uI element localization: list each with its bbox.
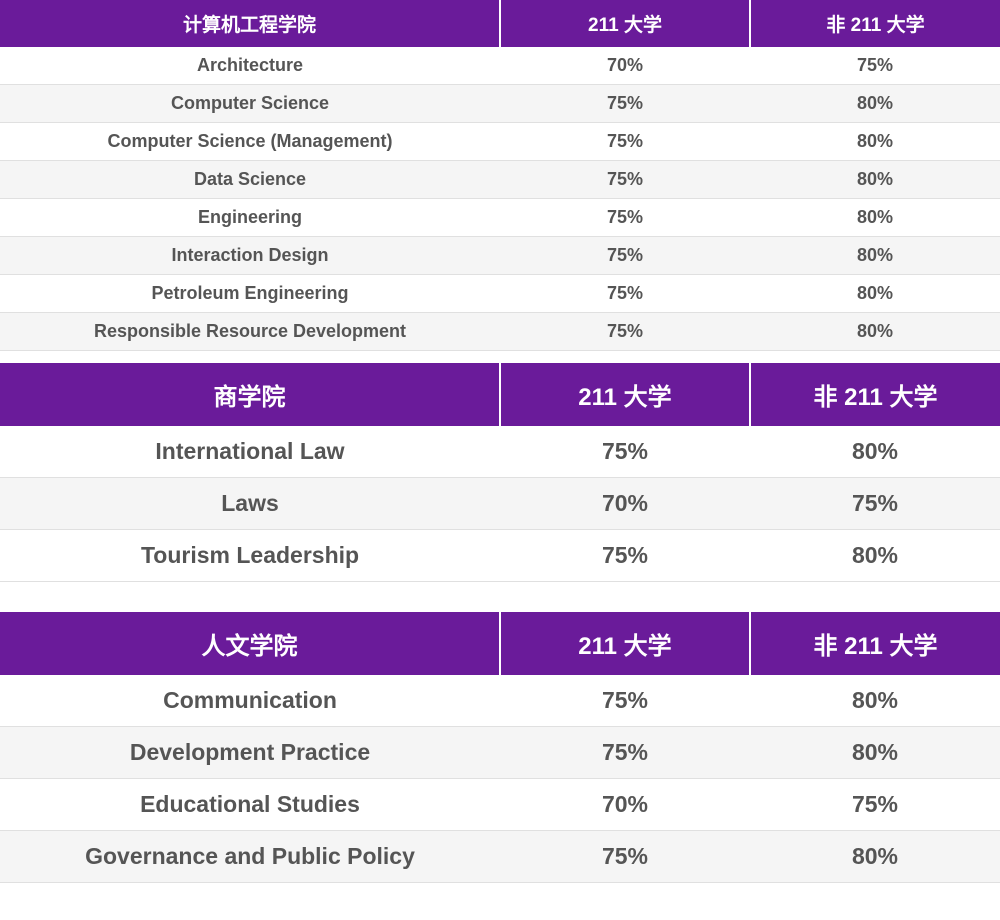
section-gap bbox=[0, 351, 1000, 363]
table-row: Educational Studies70%75% bbox=[0, 779, 1000, 831]
table-row: Communication75%80% bbox=[0, 675, 1000, 727]
program-cell: Tourism Leadership bbox=[0, 530, 500, 582]
header-cell: 计算机工程学院 bbox=[0, 0, 500, 47]
col-non211-cell: 80% bbox=[750, 123, 1000, 161]
col-non211-cell: 80% bbox=[750, 426, 1000, 478]
header-row: 人文学院211 大学非 211 大学 bbox=[0, 612, 1000, 675]
col-non211-cell: 80% bbox=[750, 237, 1000, 275]
col-211-cell: 75% bbox=[500, 275, 750, 313]
table-row: Computer Science75%80% bbox=[0, 85, 1000, 123]
table-row: Petroleum Engineering75%80% bbox=[0, 275, 1000, 313]
col-non211-cell: 80% bbox=[750, 199, 1000, 237]
col-non211-cell: 80% bbox=[750, 727, 1000, 779]
header-cell: 非 211 大学 bbox=[750, 0, 1000, 47]
header-cell: 人文学院 bbox=[0, 612, 500, 675]
col-non211-cell: 80% bbox=[750, 85, 1000, 123]
col-non211-cell: 80% bbox=[750, 275, 1000, 313]
col-211-cell: 75% bbox=[500, 426, 750, 478]
section-gap bbox=[0, 582, 1000, 612]
program-cell: Governance and Public Policy bbox=[0, 831, 500, 883]
col-non211-cell: 80% bbox=[750, 675, 1000, 727]
col-211-cell: 75% bbox=[500, 831, 750, 883]
table-row: Engineering75%80% bbox=[0, 199, 1000, 237]
program-cell: Computer Science bbox=[0, 85, 500, 123]
header-row: 商学院211 大学非 211 大学 bbox=[0, 363, 1000, 426]
col-211-cell: 75% bbox=[500, 530, 750, 582]
table-row: Tourism Leadership75%80% bbox=[0, 530, 1000, 582]
col-211-cell: 75% bbox=[500, 675, 750, 727]
col-non211-cell: 80% bbox=[750, 530, 1000, 582]
table-row: Governance and Public Policy75%80% bbox=[0, 831, 1000, 883]
header-cell: 商学院 bbox=[0, 363, 500, 426]
col-211-cell: 70% bbox=[500, 47, 750, 85]
program-cell: Development Practice bbox=[0, 727, 500, 779]
humanities-table: 人文学院211 大学非 211 大学Communication75%80%Dev… bbox=[0, 612, 1000, 883]
table-row: Architecture70%75% bbox=[0, 47, 1000, 85]
program-cell: Laws bbox=[0, 478, 500, 530]
table-row: Laws70%75% bbox=[0, 478, 1000, 530]
col-211-cell: 75% bbox=[500, 237, 750, 275]
table-row: Interaction Design75%80% bbox=[0, 237, 1000, 275]
header-cell: 非 211 大学 bbox=[750, 612, 1000, 675]
header-cell: 211 大学 bbox=[500, 612, 750, 675]
program-cell: Communication bbox=[0, 675, 500, 727]
header-cell: 211 大学 bbox=[500, 0, 750, 47]
table-row: International Law75%80% bbox=[0, 426, 1000, 478]
table-row: Development Practice75%80% bbox=[0, 727, 1000, 779]
header-cell: 211 大学 bbox=[500, 363, 750, 426]
tables-container: 计算机工程学院211 大学非 211 大学Architecture70%75%C… bbox=[0, 0, 1000, 883]
col-non211-cell: 80% bbox=[750, 831, 1000, 883]
col-non211-cell: 75% bbox=[750, 779, 1000, 831]
program-cell: Computer Science (Management) bbox=[0, 123, 500, 161]
col-211-cell: 70% bbox=[500, 478, 750, 530]
program-cell: Data Science bbox=[0, 161, 500, 199]
col-211-cell: 70% bbox=[500, 779, 750, 831]
program-cell: Engineering bbox=[0, 199, 500, 237]
program-cell: Educational Studies bbox=[0, 779, 500, 831]
header-cell: 非 211 大学 bbox=[750, 363, 1000, 426]
header-row: 计算机工程学院211 大学非 211 大学 bbox=[0, 0, 1000, 47]
table-row: Computer Science (Management)75%80% bbox=[0, 123, 1000, 161]
col-non211-cell: 80% bbox=[750, 161, 1000, 199]
program-cell: Responsible Resource Development bbox=[0, 313, 500, 351]
table-row: Data Science75%80% bbox=[0, 161, 1000, 199]
col-non211-cell: 75% bbox=[750, 478, 1000, 530]
program-cell: International Law bbox=[0, 426, 500, 478]
col-211-cell: 75% bbox=[500, 161, 750, 199]
col-211-cell: 75% bbox=[500, 727, 750, 779]
cs-engineering-table: 计算机工程学院211 大学非 211 大学Architecture70%75%C… bbox=[0, 0, 1000, 351]
program-cell: Interaction Design bbox=[0, 237, 500, 275]
program-cell: Petroleum Engineering bbox=[0, 275, 500, 313]
business-school-table: 商学院211 大学非 211 大学International Law75%80%… bbox=[0, 363, 1000, 582]
col-211-cell: 75% bbox=[500, 313, 750, 351]
table-row: Responsible Resource Development75%80% bbox=[0, 313, 1000, 351]
col-211-cell: 75% bbox=[500, 199, 750, 237]
col-211-cell: 75% bbox=[500, 123, 750, 161]
col-211-cell: 75% bbox=[500, 85, 750, 123]
col-non211-cell: 80% bbox=[750, 313, 1000, 351]
program-cell: Architecture bbox=[0, 47, 500, 85]
col-non211-cell: 75% bbox=[750, 47, 1000, 85]
